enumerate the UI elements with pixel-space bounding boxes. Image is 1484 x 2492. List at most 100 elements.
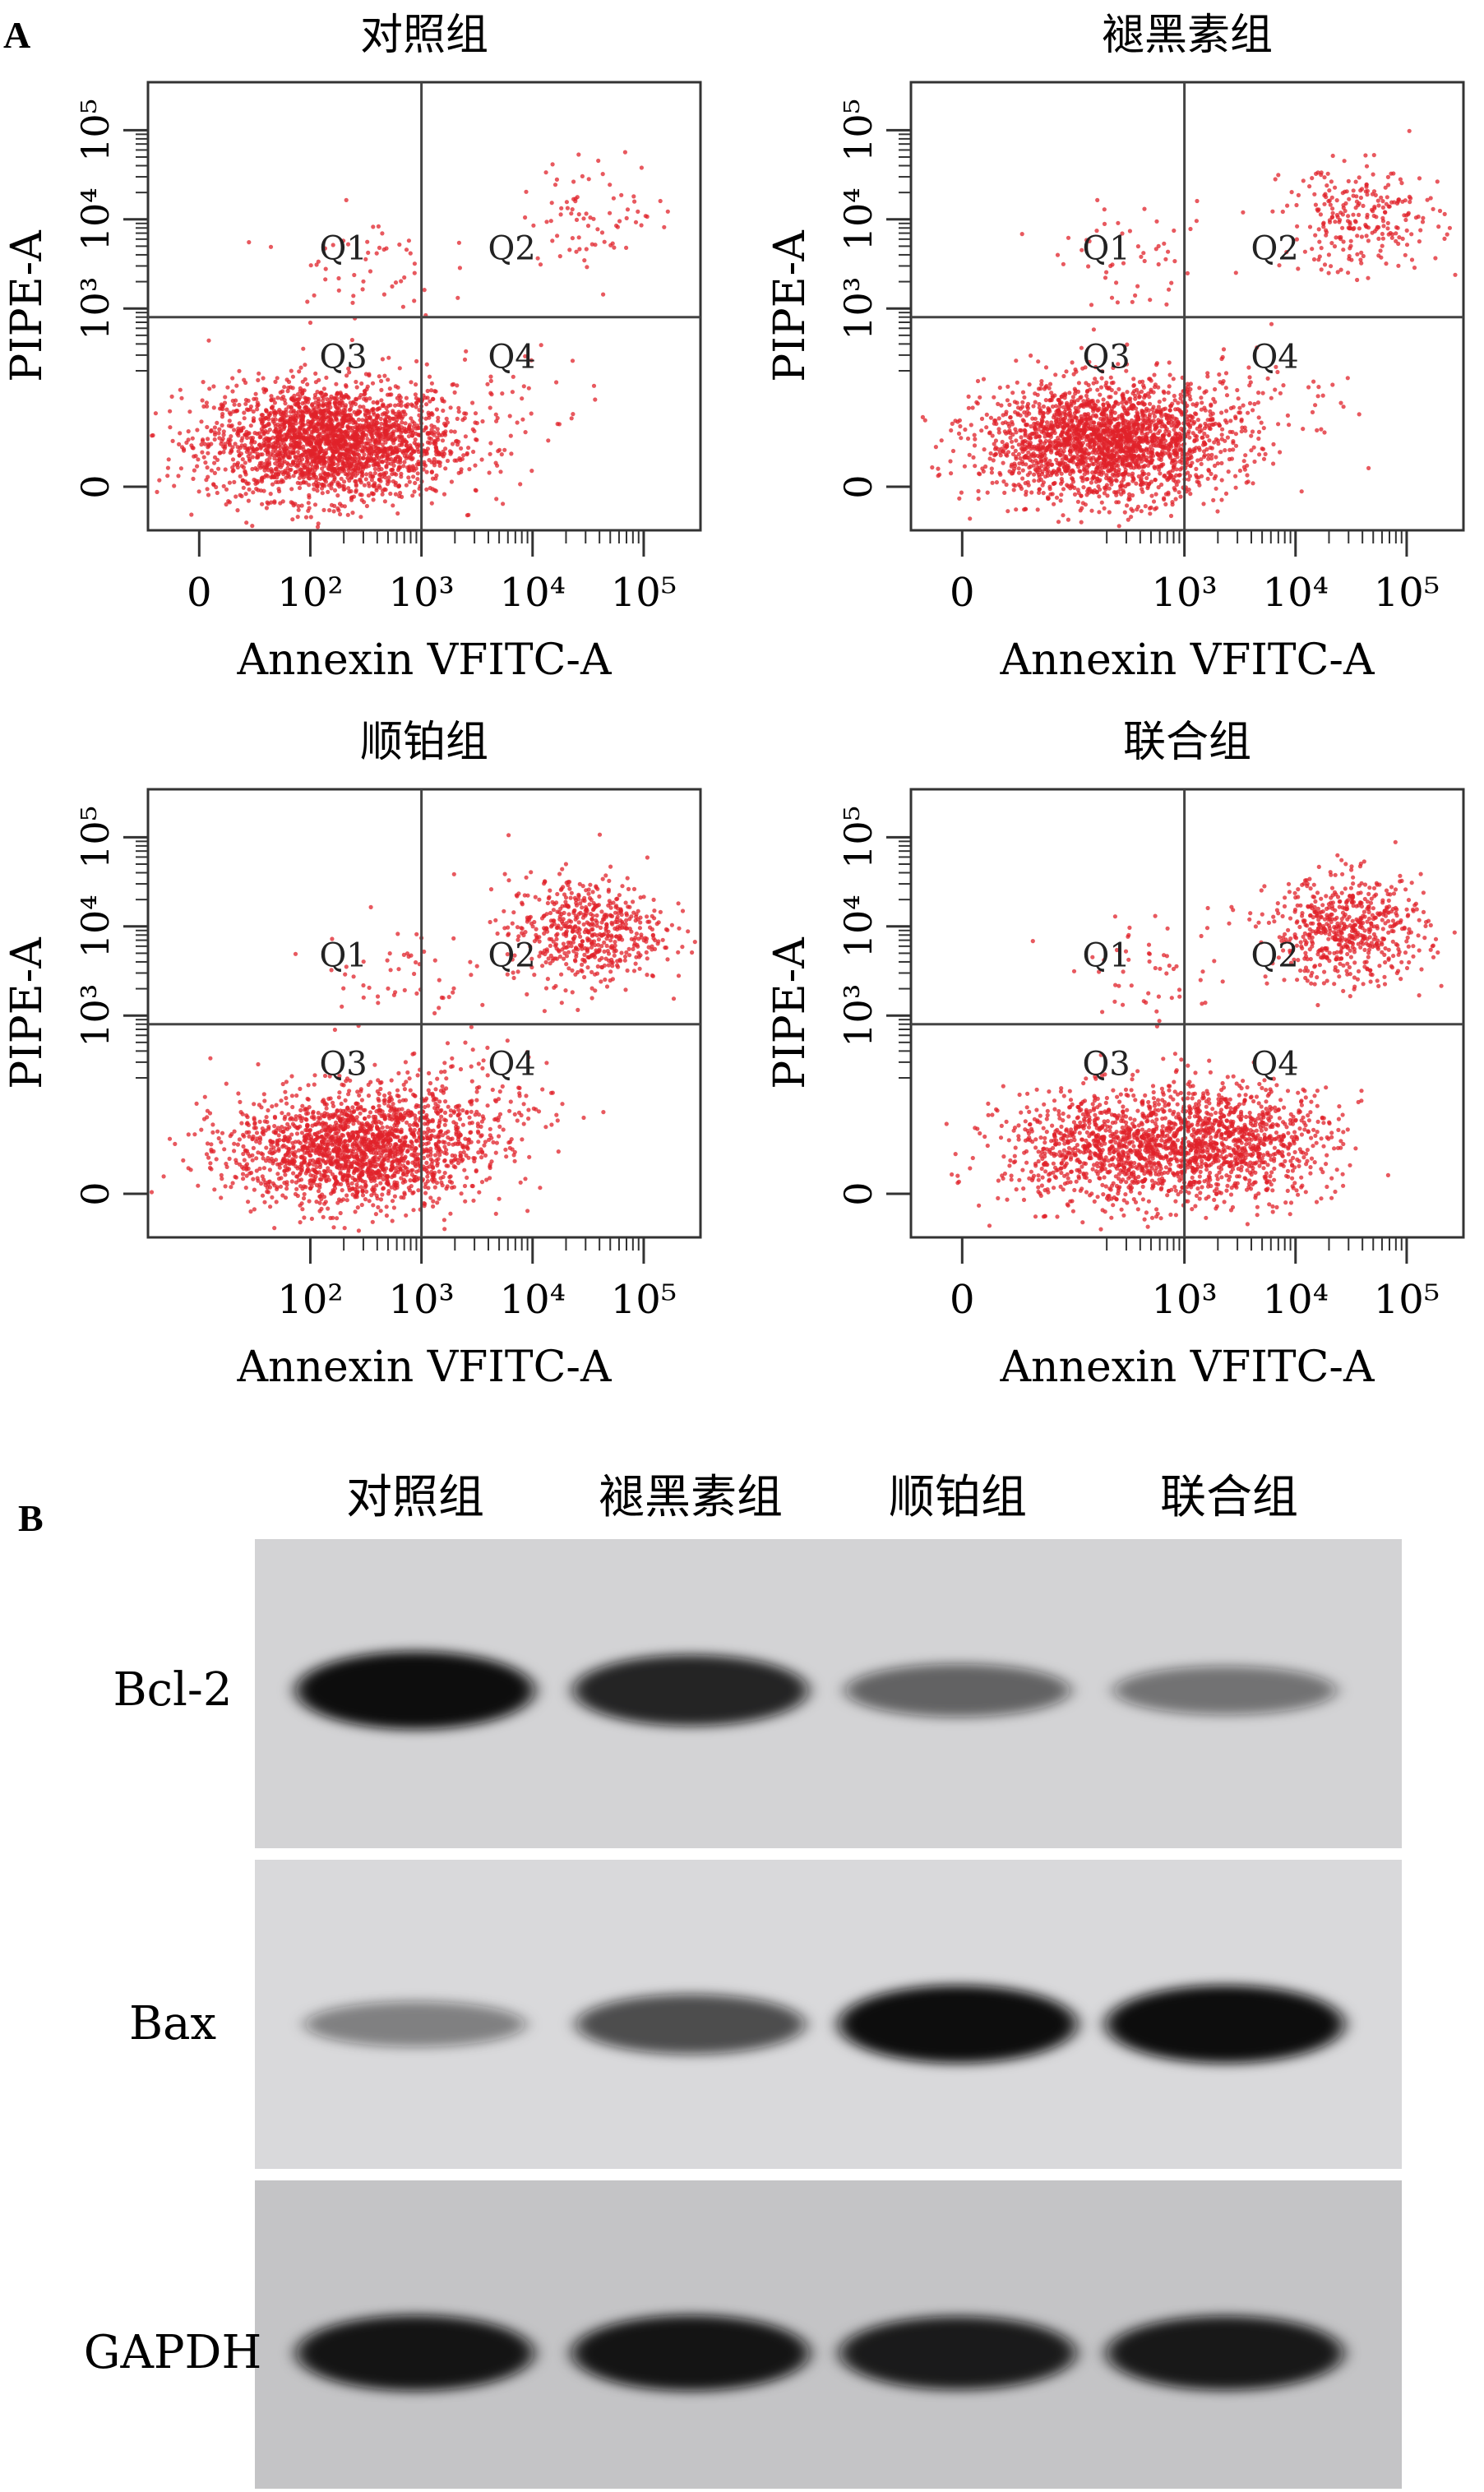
event-point-q3: [379, 388, 383, 392]
event-point-q3: [348, 455, 352, 460]
event-point-q3: [1038, 487, 1042, 491]
event-point-q3: [294, 402, 298, 406]
event-point-q3: [1103, 428, 1107, 432]
event-point-q2: [1371, 231, 1375, 235]
event-point-q4: [496, 416, 500, 420]
event-point-q3: [373, 467, 377, 471]
event-point-q3: [430, 502, 434, 506]
event-point-q3: [206, 451, 210, 455]
event-point-q3: [1019, 484, 1023, 488]
event-point-q3: [291, 375, 295, 379]
event-point-q3: [1126, 482, 1130, 486]
event-point-q3: [213, 471, 217, 475]
event-point-q3: [400, 425, 404, 429]
event-point-q3: [1104, 476, 1108, 480]
event-point-q3: [1044, 460, 1048, 465]
event-point-q3: [1038, 440, 1042, 444]
event-point-q3: [1200, 408, 1204, 412]
event-point-q3: [187, 429, 191, 433]
event-point-q3: [362, 500, 366, 504]
event-point-q3: [324, 402, 328, 406]
event-point-q3: [1167, 430, 1171, 434]
event-point-q3: [398, 434, 402, 438]
event-point-q3: [948, 459, 952, 463]
event-point-q3: [1144, 436, 1149, 440]
event-point-q3: [243, 402, 247, 406]
event-point-q3: [1110, 441, 1114, 445]
event-point-q3: [1141, 383, 1145, 387]
event-point-q3: [307, 495, 311, 499]
event-point-q3: [1116, 434, 1120, 438]
event-point-q3: [391, 438, 395, 442]
event-point-q3: [973, 464, 977, 468]
event-point-q3: [1044, 398, 1048, 402]
event-point-q3: [1119, 446, 1123, 451]
event-point-q3: [229, 449, 233, 453]
event-point-q3: [1135, 388, 1139, 392]
event-point-q3: [397, 415, 401, 419]
event-point-q3: [340, 477, 344, 481]
event-point-q3: [203, 460, 207, 465]
event-point-q3: [1079, 433, 1084, 437]
event-point-q3: [261, 465, 265, 469]
event-point-q3: [1167, 470, 1172, 474]
event-point-q3: [453, 430, 457, 434]
event-point-q3: [327, 424, 331, 428]
event-point-q3: [415, 462, 419, 466]
event-point-q3: [305, 442, 309, 446]
event-point-q3: [386, 377, 390, 381]
event-point-q2: [587, 177, 591, 181]
event-point-q3: [1157, 485, 1161, 489]
event-point-q1: [323, 277, 327, 281]
event-point-q3: [442, 492, 446, 497]
event-point-q3: [1079, 454, 1084, 458]
event-point-q3: [958, 418, 962, 423]
event-point-q3: [1211, 498, 1215, 502]
event-point-q3: [973, 433, 977, 437]
event-point-q4: [431, 397, 435, 401]
event-point-q3: [228, 418, 232, 423]
event-point-q3: [959, 491, 964, 495]
event-point-q3: [402, 460, 406, 464]
event-point-q2: [596, 159, 600, 163]
event-point-q3: [254, 487, 258, 491]
event-point-q4: [529, 411, 534, 415]
quadrant-label-q1: Q1: [319, 230, 367, 268]
event-point-q3: [321, 508, 326, 512]
event-point-q3: [231, 399, 235, 403]
event-point-q3: [391, 410, 395, 414]
event-point-q3: [1136, 505, 1140, 509]
event-point-q3: [1248, 401, 1252, 405]
event-point-q3: [206, 437, 210, 441]
event-point-q2: [626, 207, 630, 211]
event-point-q2: [590, 243, 594, 247]
event-point-q3: [344, 383, 348, 387]
event-point-q3: [1064, 413, 1068, 417]
event-point-q3: [1150, 451, 1154, 455]
event-point-q3: [377, 473, 381, 477]
event-point-q4: [520, 396, 524, 400]
event-point-q3: [372, 497, 376, 502]
event-point-q3: [1037, 402, 1041, 406]
event-point-q3: [1197, 386, 1201, 390]
event-point-q2: [1329, 179, 1334, 183]
event-point-q3: [1014, 358, 1018, 363]
event-point-q3: [371, 381, 375, 386]
event-point-q3: [195, 428, 199, 432]
event-point-q3: [251, 490, 255, 494]
event-point-q3: [1167, 421, 1171, 425]
event-point-q3: [371, 483, 375, 488]
event-point-q4: [511, 390, 515, 394]
event-point-q3: [1001, 461, 1006, 465]
event-point-q3: [1271, 442, 1275, 446]
event-point-q3: [178, 431, 182, 435]
event-point-q3: [312, 487, 316, 491]
event-point-q3: [1033, 417, 1038, 421]
event-point-q3: [1103, 486, 1107, 490]
event-point-q3: [397, 466, 401, 470]
event-point-q3: [384, 412, 388, 416]
event-point-q3: [1079, 414, 1084, 418]
event-point-q3: [236, 465, 240, 469]
event-point-q3: [350, 511, 354, 515]
event-point-q1: [247, 240, 251, 244]
